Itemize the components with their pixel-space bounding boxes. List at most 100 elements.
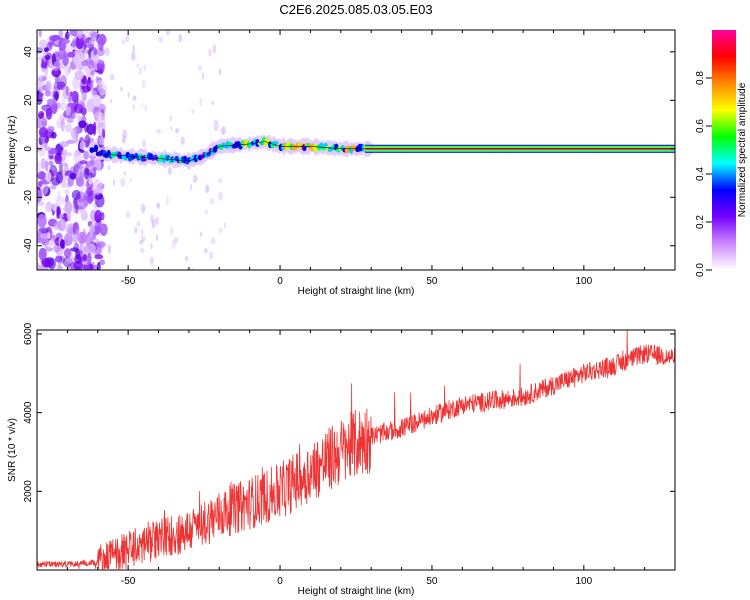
spectrogram-y-label: Frequency (Hz) <box>7 116 18 185</box>
faint-blob <box>156 128 162 134</box>
noise-blob <box>57 190 61 201</box>
noise-blob <box>60 118 65 132</box>
noise-blob <box>91 264 101 270</box>
noise-blob <box>72 38 76 48</box>
noise-blob <box>82 38 87 46</box>
noise-blob <box>73 261 84 270</box>
faint-blob <box>149 256 154 267</box>
noise-blob <box>45 81 51 91</box>
noise-blob <box>92 231 97 241</box>
noise-blob <box>64 175 70 181</box>
noise-blob <box>66 256 76 264</box>
noise-blob <box>83 167 90 180</box>
faint-blob <box>112 178 115 187</box>
noise-blob <box>86 79 95 84</box>
noise-blob <box>49 164 58 177</box>
noise-blob <box>89 159 95 167</box>
faint-blob <box>120 177 126 187</box>
noise-blob <box>60 239 65 250</box>
noise-blob <box>97 83 108 96</box>
colorbar-tick-label: 0.8 <box>695 71 706 85</box>
faint-blob <box>141 227 144 238</box>
noise-blob <box>73 150 83 164</box>
snr-x-tick-label: -50 <box>121 576 136 587</box>
noise-blob <box>97 47 105 57</box>
noise-blob <box>88 30 98 38</box>
noise-blob <box>38 39 48 49</box>
colorbar-tick-label: 0.2 <box>695 215 706 229</box>
noise-blob <box>96 241 106 248</box>
noise-blob <box>94 188 101 195</box>
colorbar-gradient <box>712 30 736 270</box>
noise-blob <box>38 110 45 120</box>
noise-blob <box>63 248 72 259</box>
noise-blob <box>52 91 60 101</box>
noise-blob <box>55 171 64 184</box>
faint-blob <box>199 97 203 108</box>
colorbar-ticks: 0.0 0.2 0.4 0.6 0.8 <box>695 71 712 277</box>
faint-blob <box>175 128 180 134</box>
noise-blob <box>59 141 70 148</box>
noise-blob <box>61 162 69 167</box>
noise-blob <box>73 52 81 67</box>
faint-blob <box>121 39 126 45</box>
faint-blob <box>199 231 203 238</box>
faint-blob <box>173 236 179 244</box>
noise-blob <box>82 265 91 270</box>
faint-blob <box>132 104 136 110</box>
noise-blob <box>79 184 85 199</box>
faint-blob <box>221 126 226 136</box>
snr-series-line <box>37 330 675 570</box>
noise-blob <box>38 75 42 86</box>
noise-blob <box>70 90 79 102</box>
spectrogram-x-tick-label: 0 <box>277 276 283 287</box>
snr-x-label: Height of straight line (km) <box>298 586 415 597</box>
ridge-core <box>93 144 99 152</box>
noise-blob <box>97 122 106 137</box>
noise-blob <box>67 263 72 270</box>
noise-blob <box>92 46 98 56</box>
noise-blob <box>57 218 67 232</box>
faint-blob <box>211 100 215 106</box>
faint-blob <box>102 104 107 114</box>
noise-blob <box>98 135 105 146</box>
noise-blob <box>46 232 51 240</box>
snr-x-tick-label: 100 <box>576 576 593 587</box>
colorbar-tick-label: 0.0 <box>695 263 706 277</box>
noise-blob <box>69 252 74 263</box>
noise-blob <box>37 92 43 105</box>
noise-blob <box>51 68 62 78</box>
spectrogram-x-label: Height of straight line (km) <box>298 286 415 297</box>
faint-blob <box>125 34 130 43</box>
noise-blob <box>87 252 92 267</box>
noise-blob <box>41 76 47 81</box>
snr-y-label: SNR (10 * v/v) <box>7 418 18 482</box>
faint-blob <box>191 267 195 270</box>
noise-blob <box>64 123 72 133</box>
faint-blob <box>107 244 112 254</box>
noise-blob <box>64 189 70 196</box>
noise-blob <box>64 39 70 44</box>
noise-blob <box>55 246 64 257</box>
colorbar-tick-label: 0.4 <box>695 167 706 181</box>
spectrogram-frame <box>36 29 676 271</box>
noise-blob <box>71 189 82 200</box>
faint-blob <box>191 109 195 114</box>
faint-blob <box>143 64 146 71</box>
faint-blob <box>197 64 202 71</box>
faint-blob <box>171 239 176 250</box>
faint-blob <box>104 47 110 56</box>
noise-blob <box>54 255 63 263</box>
noise-blob <box>37 233 42 244</box>
noise-blob <box>97 63 104 70</box>
spectrogram-y-tick-label: -20 <box>23 190 34 205</box>
noise-blob <box>67 102 76 108</box>
noise-blob <box>55 205 60 220</box>
noise-blob <box>92 121 97 136</box>
noise-blob <box>99 259 106 266</box>
noise-blob <box>83 150 90 160</box>
noise-blob <box>86 123 95 135</box>
noise-blob <box>99 223 108 237</box>
noise-blob <box>86 43 94 49</box>
noise-blob <box>66 223 77 236</box>
